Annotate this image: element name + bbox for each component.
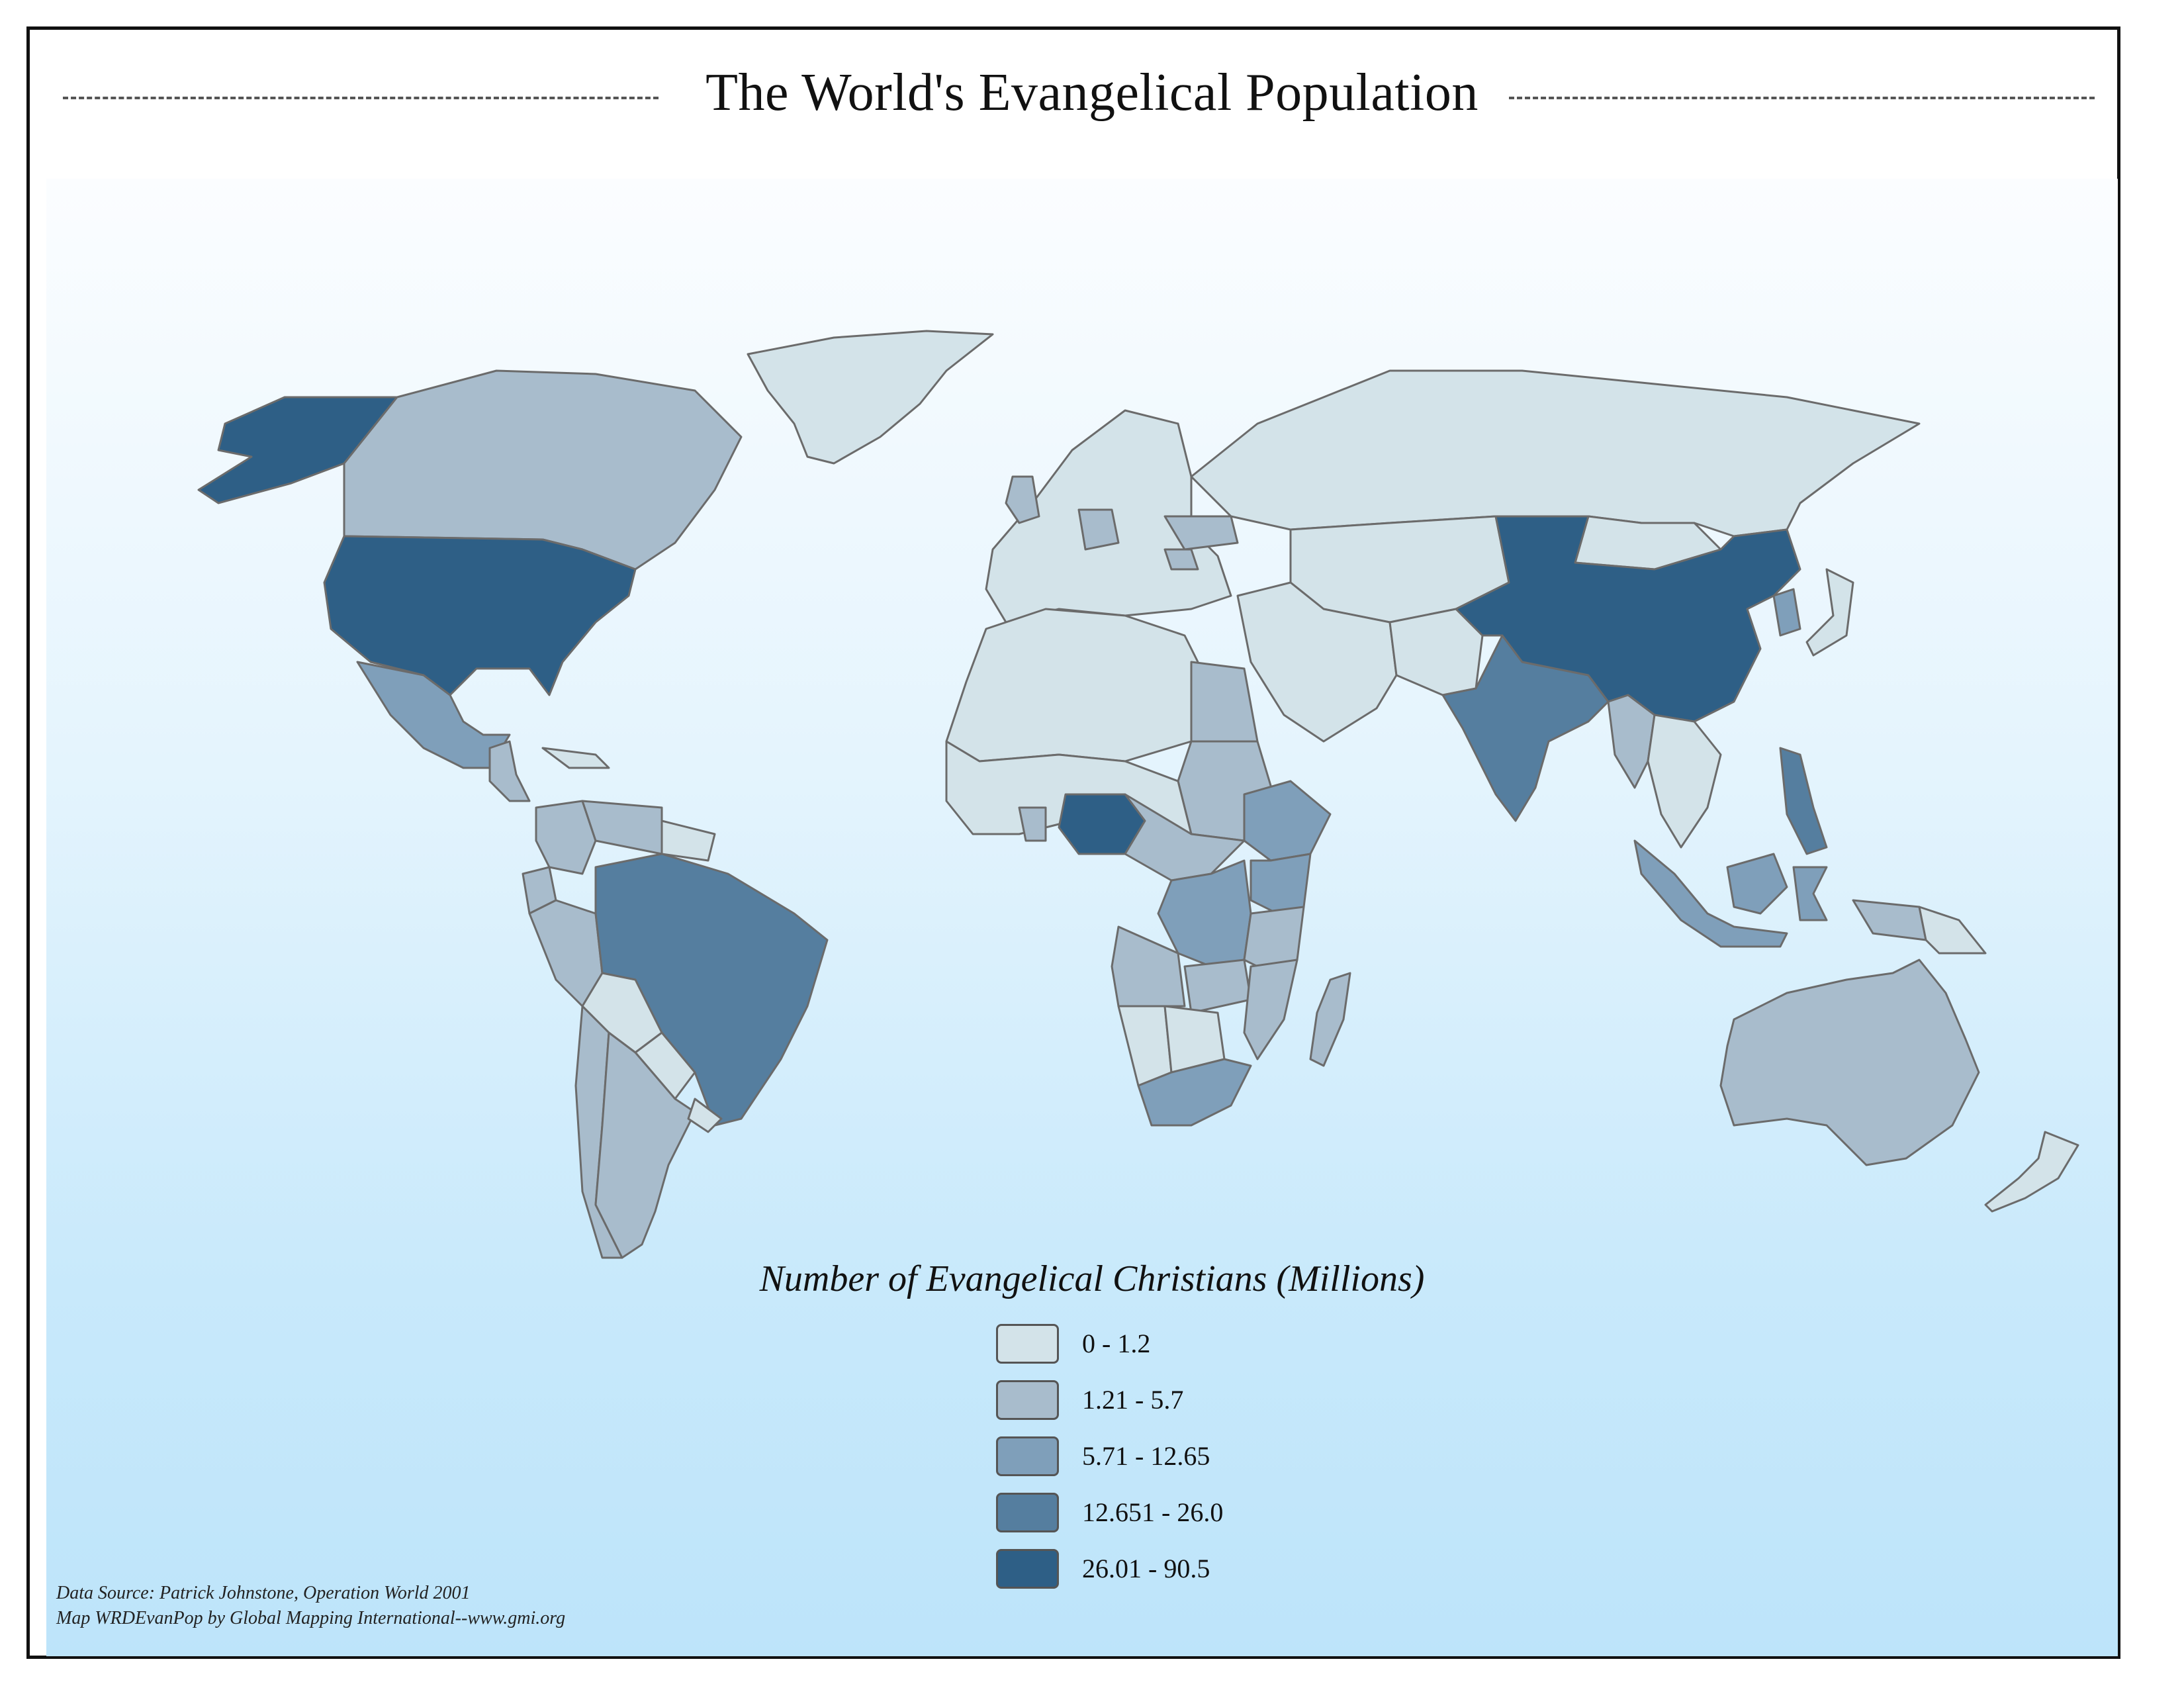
region-sulawesi [1792,866,1828,921]
legend-label: 5.71 - 12.65 [1082,1441,1210,1471]
region-argentina [594,1031,696,1259]
region-uruguay [687,1098,723,1133]
region-zambia [1183,959,1252,1014]
legend-swatch [996,1436,1059,1476]
region-ghana [1018,806,1047,842]
region-tanzania [1243,906,1305,968]
region-russia [1190,369,1921,538]
region-south-africa [1137,1058,1252,1127]
region-borneo [1726,853,1788,915]
region-new-guinea [1852,899,1927,941]
data-source: Data Source: Patrick Johnstone, Operatio… [56,1583,471,1603]
legend-swatch [996,1380,1059,1420]
map-title: The World's Evangelical Population [705,64,1479,122]
region-myanmar [1607,694,1656,789]
region-korea [1772,588,1801,637]
legend-swatch [996,1493,1059,1532]
region-mozambique [1243,959,1298,1060]
region-papua-new-guinea [1918,906,1987,955]
region-egypt [1190,661,1259,743]
region-japan [1805,568,1854,657]
credits: Data Source: Patrick Johnstone, Operatio… [56,1581,565,1631]
region-china [1455,515,1801,723]
region-guianas [660,820,716,862]
legend-label: 1.21 - 5.7 [1082,1385,1184,1415]
region-germany [1077,508,1120,551]
region-united-kingdom [1005,475,1040,524]
region-kenya [1250,853,1312,915]
legend-label: 12.651 - 26.0 [1082,1497,1224,1527]
region-greenland [747,330,994,465]
region-new-zealand [1984,1131,2079,1213]
region-australia [1719,959,1980,1166]
region-north-africa [945,608,1199,763]
title-rule-left [63,97,659,99]
region-middle-east [1236,581,1398,743]
legend-swatch [996,1549,1059,1589]
region-namibia [1117,1005,1173,1087]
legend-swatch [996,1324,1059,1364]
region-ukraine [1163,515,1239,551]
legend-label: 0 - 1.2 [1082,1329,1151,1358]
legend-label: 26.01 - 90.5 [1082,1554,1210,1583]
region-southeast-asia [1647,714,1722,849]
title-rule-right [1509,97,2095,99]
region-romania [1163,548,1199,571]
region-philippines [1779,747,1828,855]
region-madagascar [1309,972,1351,1067]
region-mexico [356,661,511,769]
map-attribution: Map WRDEvanPop by Global Mapping Interna… [56,1608,566,1628]
region-sumatra-java [1633,839,1788,948]
region-central-america [488,740,531,802]
region-caribbean [541,747,610,769]
region-ethiopia [1243,780,1332,862]
legend-title: Number of Evangelical Christians (Millio… [759,1258,1425,1299]
region-united-states [323,535,637,696]
